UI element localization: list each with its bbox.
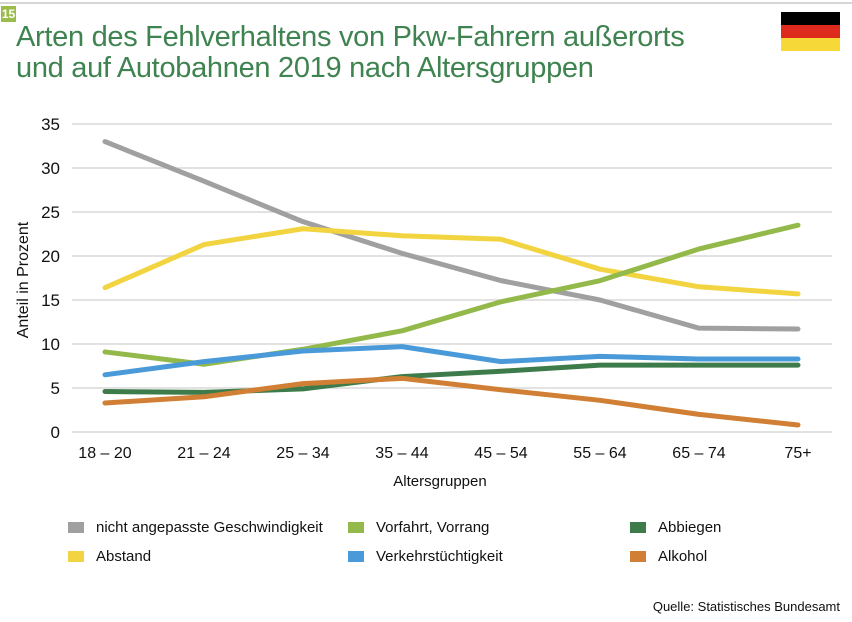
legend-label: nicht angepasste Geschwindigkeit [96, 519, 323, 536]
flag-stripe-gold [781, 38, 840, 51]
source-note: Quelle: Statistisches Bundesamt [652, 599, 840, 614]
x-tick-label: 25 – 34 [276, 445, 329, 462]
series-line-verkehrstüchtigkeit [102, 344, 801, 378]
legend-swatch [348, 551, 364, 562]
series-line-nicht-angepasste-geschwindigkeit [102, 139, 801, 332]
y-tick-label: 20 [41, 247, 60, 266]
y-tick-label: 35 [41, 115, 60, 134]
x-axis-label: Altersgruppen [393, 473, 486, 490]
chart-title: Arten des Fehlverhaltens von Pkw-Fahrern… [16, 21, 685, 84]
y-tick-label: 0 [51, 423, 60, 442]
legend-item: Vorfahrt, Vorrang [348, 519, 489, 536]
legend-swatch [348, 522, 364, 533]
legend-label: Vorfahrt, Vorrang [376, 519, 490, 536]
y-tick-label: 25 [41, 203, 60, 222]
x-tick-label: 18 – 20 [78, 445, 131, 462]
x-tick-label: 21 – 24 [177, 445, 230, 462]
series-line-abstand [102, 226, 801, 297]
y-axis-label: Anteil in Prozent [15, 221, 32, 338]
figure-number-badge: 15 [1, 6, 16, 22]
legend-item: Abstand [68, 548, 151, 565]
title-line-2: und auf Autobahnen 2019 nach Altersgrupp… [16, 52, 594, 84]
legend-item: Verkehrstüchtigkeit [348, 548, 503, 565]
y-tick-label: 30 [41, 159, 60, 178]
legend-swatch [68, 522, 84, 533]
x-tick-label: 65 – 74 [672, 445, 725, 462]
legend-swatch [68, 551, 84, 562]
flag-stripe-red [781, 25, 840, 38]
flag-stripe-black [781, 12, 840, 25]
legend-swatch [630, 522, 646, 533]
legend-item: Alkohol [630, 548, 707, 565]
legend-swatch [630, 551, 646, 562]
y-tick-label: 10 [41, 335, 60, 354]
german-flag-icon [781, 12, 840, 51]
y-tick-label: 15 [41, 291, 60, 310]
x-tick-label: 35 – 44 [375, 445, 428, 462]
legend-item: nicht angepasste Geschwindigkeit [68, 519, 323, 536]
x-tick-label: 75+ [784, 445, 811, 462]
x-tick-label: 45 – 54 [474, 445, 527, 462]
series-line-abbiegen [102, 362, 801, 395]
x-tick-label: 55 – 64 [573, 445, 626, 462]
legend-item: Abbiegen [630, 519, 721, 536]
legend-label: Abbiegen [658, 519, 722, 536]
legend-label: Abstand [96, 548, 152, 565]
legend-label: Alkohol [658, 548, 708, 565]
top-divider [0, 2, 852, 4]
y-tick-label: 5 [51, 379, 60, 398]
series-line-alkohol [102, 375, 801, 428]
legend-label: Verkehrstüchtigkeit [376, 548, 503, 565]
title-line-1: Arten des Fehlverhaltens von Pkw-Fahrern… [16, 21, 685, 53]
